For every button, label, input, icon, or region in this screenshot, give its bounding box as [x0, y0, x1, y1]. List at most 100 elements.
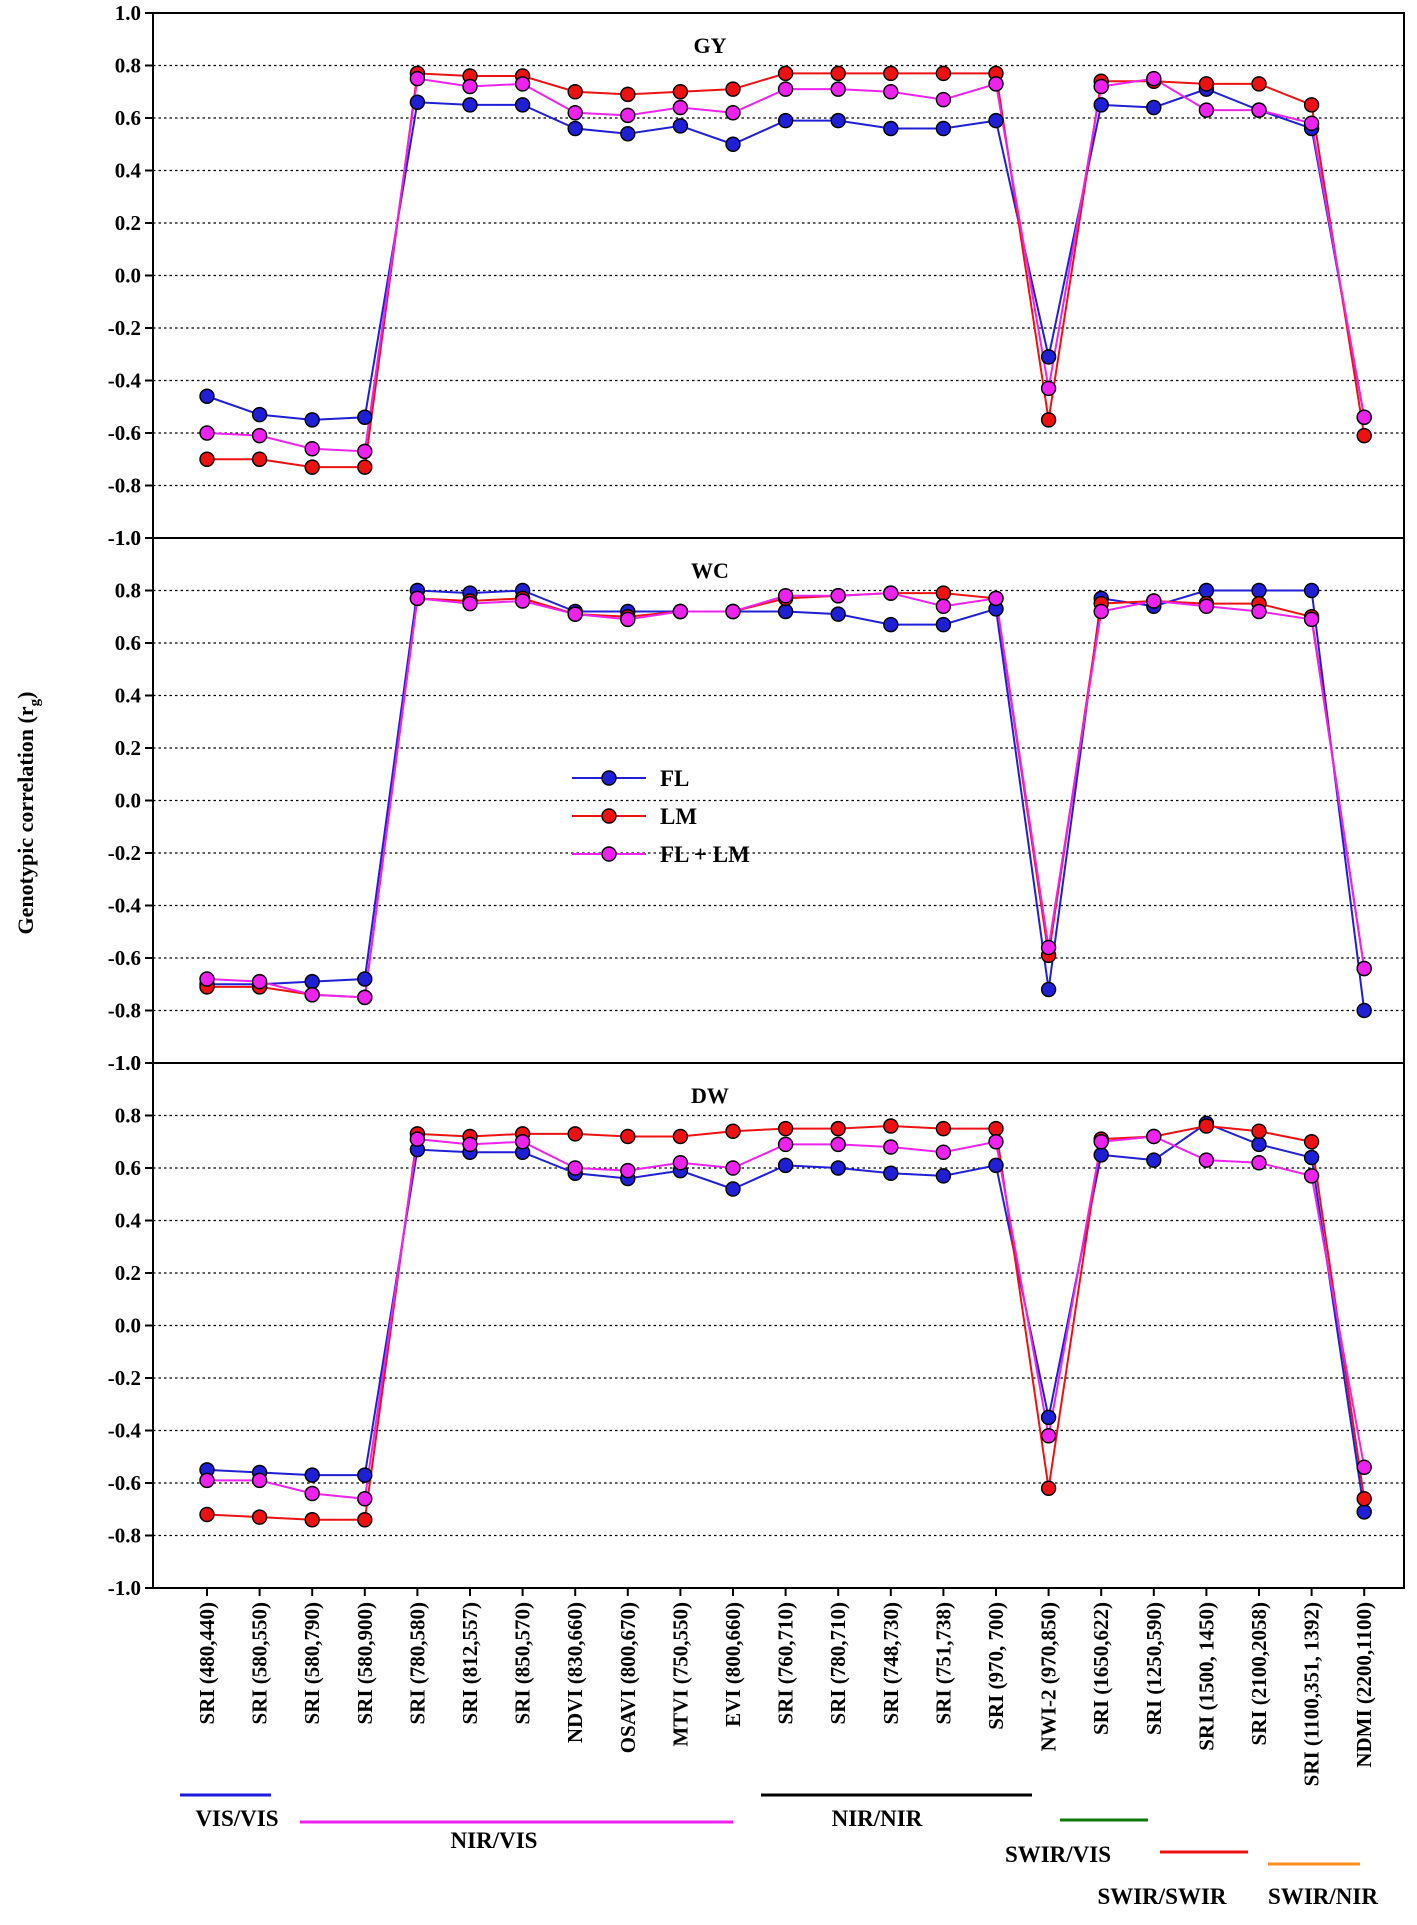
- series-line-lm: [207, 592, 1366, 999]
- data-point: [620, 86, 636, 103]
- group-label: SWIR/VIS: [1005, 1842, 1111, 1867]
- data-point: [1251, 102, 1267, 118]
- data-point: [883, 1139, 899, 1155]
- y-tick-label: 0.6: [115, 1156, 141, 1180]
- y-tick-label: -0.8: [108, 474, 141, 498]
- panel-title: WC: [691, 558, 729, 583]
- data-point: [567, 1160, 583, 1176]
- group-label: NIR/VIS: [451, 1828, 538, 1853]
- data-point: [462, 595, 478, 612]
- data-point: [1251, 1155, 1267, 1171]
- data-point: [1040, 981, 1057, 998]
- data-point: [567, 1126, 583, 1142]
- data-point: [672, 118, 689, 134]
- data-point: [830, 588, 846, 604]
- category-label: SRI (1250,590): [1142, 1602, 1166, 1735]
- data-point: [620, 107, 636, 124]
- data-point: [1040, 349, 1057, 365]
- panel-title: DW: [691, 1083, 729, 1108]
- data-point: [883, 120, 899, 137]
- data-point: [567, 120, 583, 137]
- data-point: [409, 70, 426, 87]
- series-line-lm: [206, 1124, 1366, 1521]
- category-label: SRI (748,730): [879, 1602, 903, 1725]
- data-point: [1040, 1409, 1057, 1426]
- series-line-fl: [206, 88, 1366, 421]
- data-point: [935, 65, 952, 82]
- data-point: [830, 1120, 846, 1137]
- series-line-fl-lm: [206, 592, 1366, 999]
- data-point: [357, 459, 373, 475]
- data-point: [514, 76, 531, 92]
- data-point: [1198, 1118, 1215, 1134]
- data-point: [251, 1472, 268, 1489]
- y-tick-label: 0.4: [115, 684, 142, 708]
- y-tick-label: 0.2: [115, 1261, 141, 1285]
- y-tick-label: 0.8: [115, 1104, 141, 1128]
- data-point: [1093, 78, 1109, 95]
- data-point: [1251, 582, 1267, 599]
- data-point: [672, 99, 689, 116]
- y-tick-label: -0.2: [108, 1366, 141, 1390]
- data-point: [1251, 76, 1267, 92]
- data-point: [883, 1165, 899, 1181]
- data-point: [304, 987, 320, 1003]
- data-point: [830, 606, 846, 622]
- data-point: [1146, 1128, 1162, 1145]
- data-point: [1356, 409, 1372, 425]
- y-tick-label: -0.6: [108, 946, 141, 970]
- category-label: SRI (1650,622): [1089, 1602, 1113, 1735]
- data-point: [1303, 1149, 1320, 1166]
- data-point: [1356, 1002, 1372, 1019]
- category-label: EVI (800,660): [721, 1602, 745, 1727]
- y-tick-label: 0.8: [115, 579, 141, 603]
- legend-marker: [601, 770, 617, 786]
- data-point: [988, 590, 1004, 607]
- data-point: [304, 1512, 320, 1528]
- data-point: [304, 441, 320, 457]
- y-tick-label: -1.0: [108, 1051, 141, 1075]
- data-point: [357, 1512, 373, 1528]
- data-point: [304, 973, 320, 990]
- y-tick-label: 0.0: [115, 264, 141, 288]
- y-tick-label: 0.4: [115, 159, 142, 183]
- data-point: [304, 1467, 320, 1483]
- data-point: [1251, 603, 1267, 620]
- category-label: OSAVI (800,670): [616, 1602, 640, 1753]
- y-tick-label: 1.0: [115, 526, 141, 550]
- data-point: [988, 1157, 1004, 1174]
- data-point: [725, 1160, 741, 1176]
- y-tick-label: 0.6: [115, 631, 141, 655]
- data-point: [883, 585, 899, 601]
- data-point: [514, 1134, 531, 1150]
- data-point: [830, 1160, 846, 1176]
- data-point: [935, 598, 952, 614]
- data-point: [988, 112, 1004, 129]
- data-point: [567, 105, 583, 121]
- data-point: [1356, 1504, 1372, 1520]
- data-point: [514, 97, 531, 113]
- panel-gy: 1.0 0.8 0.6 0.4 0.2 0.0 -0.2 -0.4 -0.6 -0.8 -1.0 GY: [108, 1, 1405, 550]
- data-point: [409, 94, 426, 110]
- data-point: [567, 84, 583, 100]
- data-point: [1146, 1152, 1162, 1168]
- category-label: SRI (580,790): [300, 1602, 324, 1725]
- y-tick-label: 0.0: [115, 789, 141, 813]
- y-tick-label: -0.6: [108, 1471, 141, 1495]
- data-point: [935, 1120, 952, 1137]
- data-point: [1146, 99, 1162, 116]
- data-point: [1356, 427, 1372, 444]
- category-label: SRI (970, 700): [984, 1602, 1008, 1730]
- series-line-lm: [207, 72, 1366, 469]
- data-point: [725, 136, 741, 152]
- y-tick-label: 0.4: [115, 1209, 142, 1233]
- y-tick-label: -0.2: [108, 841, 141, 865]
- category-label: SRI (480,440): [195, 1602, 219, 1725]
- category-label: SRI (812,557): [458, 1602, 482, 1725]
- data-point: [620, 126, 636, 142]
- data-point: [1356, 1491, 1372, 1507]
- data-point: [304, 1485, 320, 1502]
- group-label: SWIR/SWIR: [1097, 1884, 1226, 1909]
- data-point: [988, 76, 1004, 92]
- y-tick-label: -0.4: [108, 894, 142, 918]
